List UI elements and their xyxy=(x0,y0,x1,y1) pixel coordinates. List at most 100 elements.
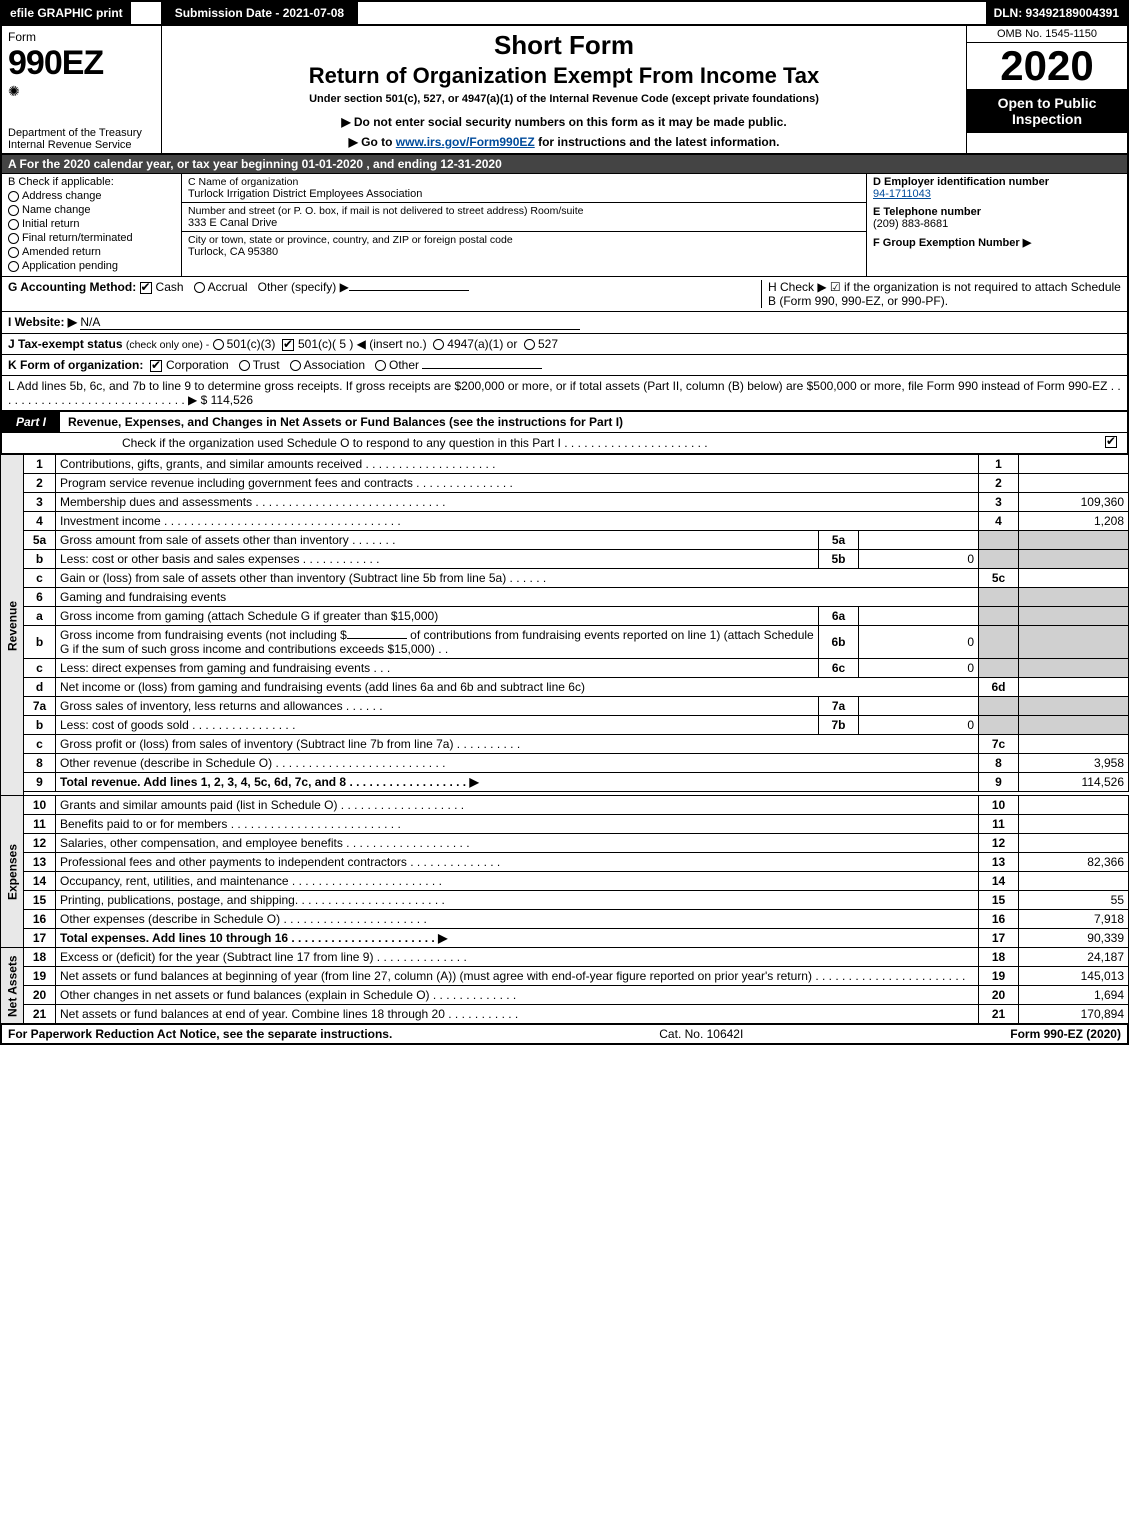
ln6-desc: Gaming and fundraising events xyxy=(56,588,979,607)
ln8-num: 8 xyxy=(24,754,56,773)
page-footer: For Paperwork Reduction Act Notice, see … xyxy=(0,1024,1129,1045)
part1-title: Revenue, Expenses, and Changes in Net As… xyxy=(60,412,631,432)
chk-accrual[interactable] xyxy=(194,282,205,293)
ein-link[interactable]: 94-1711043 xyxy=(873,188,931,200)
ln6c-desc: Less: direct expenses from gaming and fu… xyxy=(56,659,819,678)
org-street: 333 E Canal Drive xyxy=(188,217,860,229)
ln5a-num: 5a xyxy=(24,531,56,550)
chk-assoc[interactable] xyxy=(290,360,301,371)
ln17-desc: Total expenses. Add lines 10 through 16 … xyxy=(56,929,979,948)
ln8-desc: Other revenue (describe in Schedule O) .… xyxy=(56,754,979,773)
dept-treasury: Department of the Treasury Internal Reve… xyxy=(8,127,142,151)
form-word: Form xyxy=(8,30,155,44)
ln17-box: 17 xyxy=(979,929,1019,948)
g-other-field[interactable] xyxy=(349,290,469,291)
k-other-field[interactable] xyxy=(422,368,542,369)
ln6b-num: b xyxy=(24,626,56,659)
ln4-num: 4 xyxy=(24,512,56,531)
ln1-num: 1 xyxy=(24,455,56,474)
chk-501c[interactable] xyxy=(282,339,294,351)
chk-other-org[interactable] xyxy=(375,360,386,371)
dept-line2: Internal Revenue Service xyxy=(8,139,132,151)
footer-formref: Form 990-EZ (2020) xyxy=(1010,1027,1121,1041)
k-assoc: Association xyxy=(304,358,365,372)
chk-initial-return[interactable]: Initial return xyxy=(8,218,175,230)
chk-4947[interactable] xyxy=(433,339,444,350)
chk-final-return[interactable]: Final return/terminated xyxy=(8,232,175,244)
j-501c: 501(c)( 5 ) ◀ (insert no.) xyxy=(298,337,427,351)
k-other: Other xyxy=(389,358,419,372)
ln2-desc: Program service revenue including govern… xyxy=(56,474,979,493)
ln5b-sb: 5b xyxy=(819,550,859,569)
ln15-desc: Printing, publications, postage, and shi… xyxy=(56,891,979,910)
chk-527[interactable] xyxy=(524,339,535,350)
section-g: G Accounting Method: Cash Accrual Other … xyxy=(8,280,761,308)
ln12-num: 12 xyxy=(24,834,56,853)
chk-amended-return[interactable]: Amended return xyxy=(8,246,175,258)
k-trust: Trust xyxy=(253,358,280,372)
irs-link[interactable]: www.irs.gov/Form990EZ xyxy=(396,135,535,149)
ln3-box: 3 xyxy=(979,493,1019,512)
g-accrual: Accrual xyxy=(208,280,248,294)
website-field[interactable]: N/A xyxy=(80,315,580,330)
ln14-num: 14 xyxy=(24,872,56,891)
ln6b-blank[interactable] xyxy=(347,638,407,639)
section-l: L Add lines 5b, 6c, and 7b to line 9 to … xyxy=(0,376,1129,411)
ln6d-num: d xyxy=(24,678,56,697)
header-right: OMB No. 1545-1150 2020 Open to Public In… xyxy=(967,26,1127,153)
c-city-label: City or town, state or province, country… xyxy=(188,234,860,246)
ln7b-num: b xyxy=(24,716,56,735)
chk-name-change[interactable]: Name change xyxy=(8,204,175,216)
subtitle: Under section 501(c), 527, or 4947(a)(1)… xyxy=(170,93,958,105)
ln6d-val xyxy=(1019,678,1129,697)
b-label: B Check if applicable: xyxy=(8,176,175,188)
header-center: Short Form Return of Organization Exempt… xyxy=(162,26,967,153)
chk-address-change[interactable]: Address change xyxy=(8,190,175,202)
i-label: I Website: ▶ xyxy=(8,315,77,329)
d-label: D Employer identification number xyxy=(873,176,1049,188)
chk-trust[interactable] xyxy=(239,360,250,371)
chk-501c3[interactable] xyxy=(213,339,224,350)
side-netassets: Net Assets xyxy=(1,948,24,1024)
top-bar: efile GRAPHIC print Submission Date - 20… xyxy=(0,0,1129,26)
chk-application-pending[interactable]: Application pending xyxy=(8,260,175,272)
row-gh: G Accounting Method: Cash Accrual Other … xyxy=(0,277,1129,312)
ln16-box: 16 xyxy=(979,910,1019,929)
ln13-val: 82,366 xyxy=(1019,853,1129,872)
ln1-desc: Contributions, gifts, grants, and simila… xyxy=(56,455,979,474)
efile-label[interactable]: efile GRAPHIC print xyxy=(2,2,131,24)
ln5a-shade2 xyxy=(1019,531,1129,550)
org-city: Turlock, CA 95380 xyxy=(188,246,860,258)
h-text: H Check ▶ ☑ if the organization is not r… xyxy=(768,280,1121,308)
ln13-desc: Professional fees and other payments to … xyxy=(56,853,979,872)
open-public: Open to Public Inspection xyxy=(967,89,1127,133)
ln11-num: 11 xyxy=(24,815,56,834)
ln9-val: 114,526 xyxy=(1019,773,1129,792)
ln20-box: 20 xyxy=(979,986,1019,1005)
ln2-num: 2 xyxy=(24,474,56,493)
ln8-box: 8 xyxy=(979,754,1019,773)
ln7c-box: 7c xyxy=(979,735,1019,754)
j-527: 527 xyxy=(538,337,558,351)
ln20-num: 20 xyxy=(24,986,56,1005)
footer-catno: Cat. No. 10642I xyxy=(659,1027,743,1041)
ln16-desc: Other expenses (describe in Schedule O) … xyxy=(56,910,979,929)
ln18-desc: Excess or (deficit) for the year (Subtra… xyxy=(56,948,979,967)
ln7a-num: 7a xyxy=(24,697,56,716)
form-number: 990EZ xyxy=(8,44,155,83)
ln18-box: 18 xyxy=(979,948,1019,967)
title-short-form: Short Form xyxy=(170,30,958,61)
ln5a-sv xyxy=(859,531,979,550)
side-expenses: Expenses xyxy=(1,796,24,948)
f-label: F Group Exemption Number ▶ xyxy=(873,237,1031,249)
ln7c-desc: Gross profit or (loss) from sales of inv… xyxy=(56,735,979,754)
ln19-desc: Net assets or fund balances at beginning… xyxy=(56,967,979,986)
ln5b-desc: Less: cost or other basis and sales expe… xyxy=(56,550,819,569)
chk-corp[interactable] xyxy=(150,360,162,372)
chk-schedule-o[interactable] xyxy=(1105,436,1117,448)
chk-cash[interactable] xyxy=(140,282,152,294)
ln7c-val xyxy=(1019,735,1129,754)
ln19-val: 145,013 xyxy=(1019,967,1129,986)
part1-tab: Part I xyxy=(2,412,60,432)
ln17-num: 17 xyxy=(24,929,56,948)
